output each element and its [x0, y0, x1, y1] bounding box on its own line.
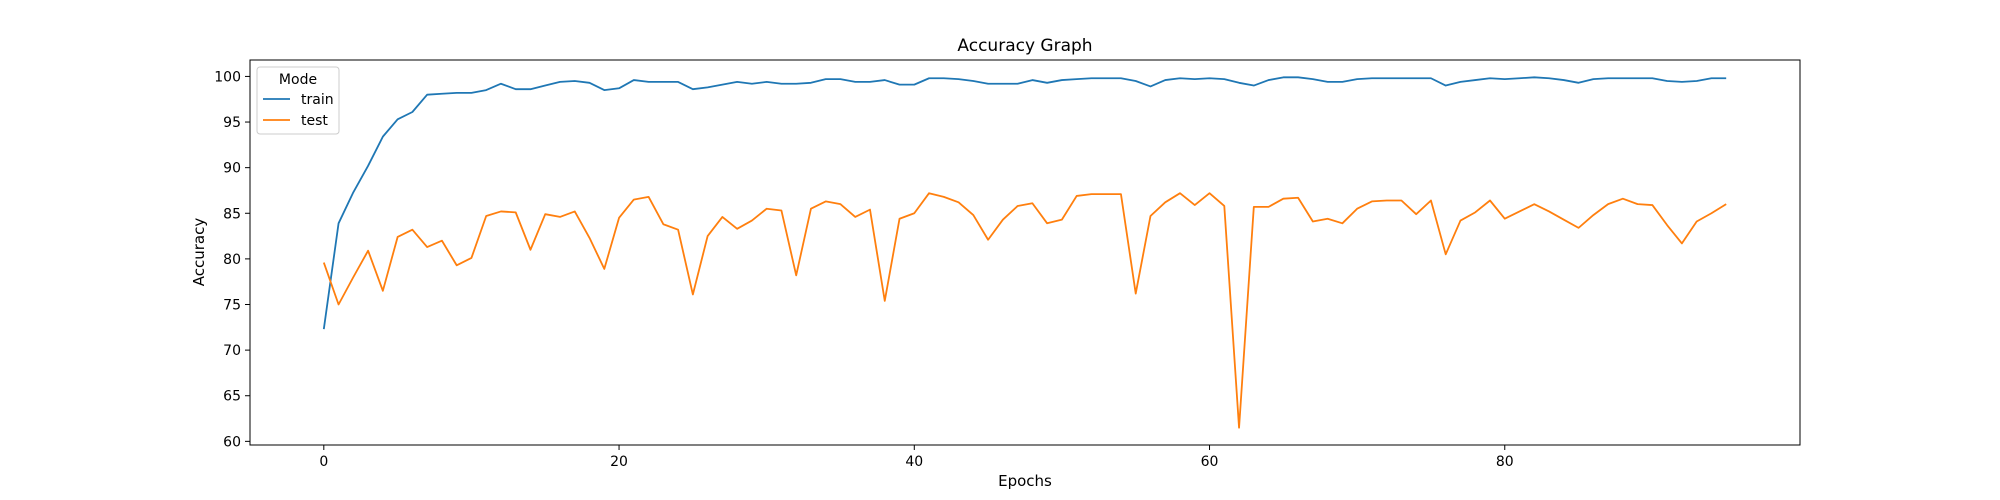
legend-label-train: train: [301, 92, 334, 108]
legend: Mode train test: [256, 66, 340, 135]
y-tick-label: 85: [223, 206, 241, 222]
plot-area-frame: [249, 59, 1801, 446]
y-axis-ticks: 60 65 70 75 80 85 90 95 100: [214, 69, 250, 450]
y-tick-label: 100: [214, 69, 241, 85]
y-tick-label: 70: [223, 343, 241, 359]
y-tick-label: 90: [223, 161, 241, 177]
series-line-test: [322, 192, 1727, 429]
x-tick-label: 20: [610, 454, 628, 470]
x-tick-label: 80: [1496, 454, 1514, 470]
y-tick-label: 65: [223, 389, 241, 405]
x-axis-label: Epochs: [998, 472, 1052, 490]
legend-label-test: test: [301, 113, 328, 129]
y-tick-label: 80: [223, 252, 241, 268]
y-tick-label: 95: [223, 115, 241, 131]
series-lines: [322, 76, 1727, 429]
x-tick-label: 60: [1201, 454, 1219, 470]
y-tick-label: 75: [223, 298, 241, 314]
chart-title: Accuracy Graph: [957, 36, 1092, 56]
legend-title: Mode: [279, 72, 317, 88]
x-tick-label: 0: [319, 454, 328, 470]
y-tick-label: 60: [223, 434, 241, 450]
legend-box: [256, 66, 340, 135]
series-line-train: [322, 76, 1727, 330]
y-axis-label: Accuracy: [190, 218, 208, 287]
x-axis-ticks: 0 20 40 60 80: [319, 445, 1514, 470]
x-tick-label: 40: [905, 454, 923, 470]
